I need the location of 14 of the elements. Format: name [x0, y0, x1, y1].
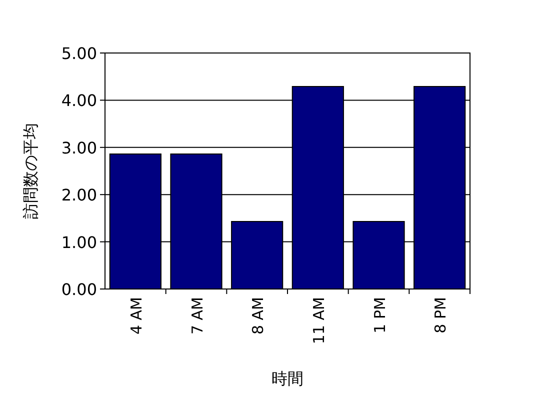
y-tick-label: 0.00	[61, 280, 97, 299]
y-tick-label: 3.00	[61, 138, 97, 158]
x-tick-label: 8 PM	[432, 297, 450, 334]
y-tick-label: 4.00	[61, 91, 97, 110]
x-tick-label: 4 AM	[127, 297, 146, 335]
x-tick-label: 7 AM	[188, 297, 206, 335]
x-tick-label: 11 AM	[310, 297, 328, 344]
x-tick-label: 1 PM	[370, 297, 389, 334]
y-tick-label: 5.00	[61, 44, 97, 63]
x-tick-label: 8 AM	[249, 297, 268, 335]
x-axis-title: 時間	[272, 369, 304, 388]
y-axis-title: 訪問数の平均	[21, 123, 40, 219]
y-tick-label: 1.00	[61, 232, 97, 252]
y-tick-label: 2.00	[61, 186, 97, 205]
